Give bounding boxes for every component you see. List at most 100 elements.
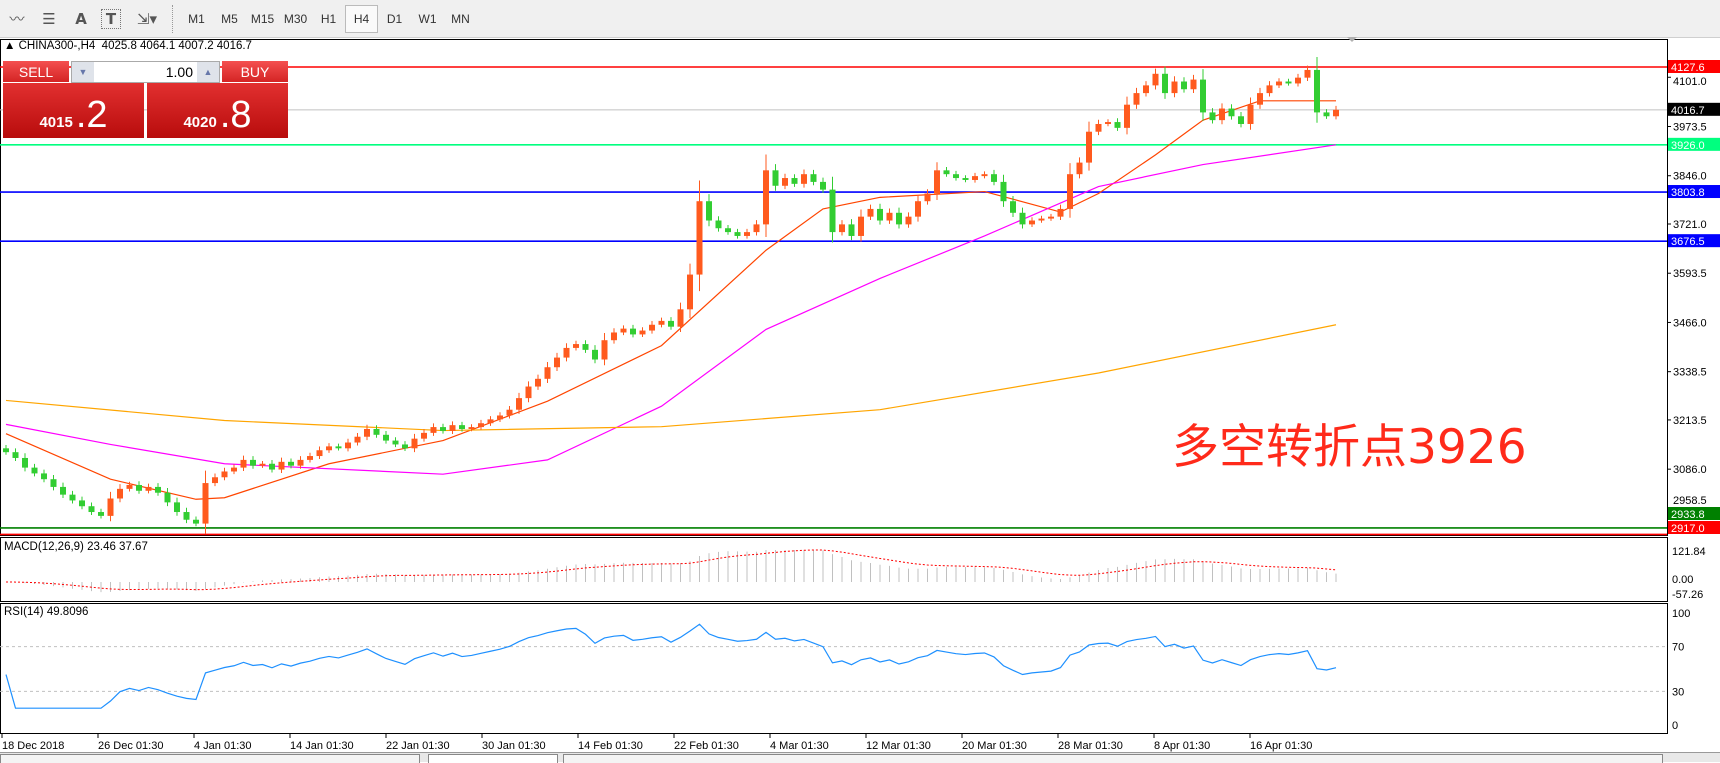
candle-body: [240, 459, 247, 468]
ohlc-values: 4025.8 4064.1 4007.2 4016.7: [101, 40, 252, 52]
text-label-icon[interactable]: T: [101, 8, 121, 29]
candle-body: [1000, 181, 1007, 202]
sell-price-main: 4015: [39, 114, 73, 131]
candle-body: [1285, 81, 1292, 84]
chart-tab[interactable]: [563, 754, 1663, 763]
candle-body: [1200, 79, 1206, 113]
price-tick-label: 3466.0: [1673, 317, 1707, 329]
candle-body: [1333, 109, 1339, 117]
price-tick-label: 4101.0: [1673, 76, 1707, 88]
candle-body: [98, 512, 104, 516]
macd-pane-frame: [0, 537, 1668, 602]
chart-tab-active[interactable]: [428, 754, 558, 763]
candle-body: [145, 486, 152, 491]
price-tick-label: 3213.5: [1673, 415, 1707, 427]
fibonacci-icon[interactable]: ☰: [42, 9, 56, 28]
candle-body: [50, 479, 57, 487]
candle-body: [924, 193, 931, 202]
candle-body: [373, 429, 380, 435]
candle-body: [1171, 81, 1178, 94]
lot-decrease-icon[interactable]: ▼: [72, 62, 94, 82]
candle-body: [468, 427, 475, 430]
price-line-label: 2933.8: [1671, 509, 1705, 521]
timeframe-w1[interactable]: W1: [418, 11, 437, 26]
candle-body: [117, 488, 123, 499]
candle-body: [1057, 208, 1064, 217]
price-chart[interactable]: 4127.6 4101.0 4016.7 3973.5 3926.0 3846.0 3803…: [0, 37, 1720, 752]
candle-body: [392, 440, 399, 445]
candle-body: [354, 436, 361, 443]
buy-price-button[interactable]: 4020.8: [147, 83, 288, 138]
candle-body: [905, 216, 912, 225]
candle-body: [1190, 79, 1197, 90]
timeframe-m30[interactable]: M30: [283, 11, 308, 26]
price-tick-label: 3593.5: [1673, 268, 1707, 280]
timeframe-d1[interactable]: D1: [386, 11, 403, 26]
collapse-triangle-icon[interactable]: ▲: [4, 40, 19, 52]
candle-body: [896, 212, 902, 225]
candle-body: [107, 498, 114, 516]
price-tick-label: 3338.5: [1673, 367, 1707, 379]
time-label: 12 Mar 01:30: [866, 740, 931, 752]
buy-price-fraction: .8: [219, 94, 252, 136]
chart-tabs-bar: [0, 752, 1720, 763]
rsi-tick-label: 30: [1672, 686, 1684, 698]
price-label-box: [1668, 137, 1720, 151]
candle-body: [820, 181, 826, 190]
chart-tab[interactable]: [0, 754, 420, 763]
candle-body: [1314, 69, 1320, 113]
symbol-header: ▲ CHINA300-,H4 4025.8 4064.1 4007.2 4016…: [4, 40, 252, 52]
candle-body: [1295, 77, 1301, 84]
candle-body: [155, 486, 161, 493]
timeframe-m5[interactable]: M5: [221, 11, 238, 26]
shift-marker-icon: [1347, 37, 1357, 42]
timeframe-mn[interactable]: MN: [451, 11, 470, 26]
candle-body: [877, 208, 883, 221]
candle-body: [3, 448, 9, 453]
candle-body: [706, 201, 712, 221]
candle-body: [829, 189, 836, 233]
rsi-label: RSI(14) 49.8096: [4, 606, 89, 618]
candle-body: [1143, 85, 1149, 94]
candle-body: [1114, 122, 1121, 128]
candle-body: [1228, 108, 1235, 117]
candle-body: [1067, 174, 1073, 209]
moving-average-line: [5, 324, 1337, 432]
toolbar: 〰 ☰ A T ⇲▾ M1 M5 M15 M30 H1 H4 D1 W1 MN: [0, 0, 1720, 38]
buy-button[interactable]: BUY: [222, 61, 288, 83]
time-label: 22 Feb 01:30: [674, 740, 739, 752]
candle-body: [12, 452, 19, 458]
candle-body: [278, 461, 285, 470]
candle-body: [1010, 201, 1016, 213]
candle-body: [449, 425, 456, 431]
candle-body: [326, 446, 332, 451]
candle-body: [582, 344, 589, 350]
timeframe-m15[interactable]: M15: [250, 11, 275, 26]
rsi-tick-label: 0: [1672, 720, 1678, 732]
elliott-wave-icon[interactable]: 〰: [9, 10, 25, 28]
timeframe-h1[interactable]: H1: [320, 11, 337, 26]
candle-body: [288, 461, 294, 466]
sell-button[interactable]: SELL: [3, 61, 69, 83]
timeframe-h4[interactable]: H4: [345, 4, 378, 33]
candle-body: [763, 170, 769, 225]
lot-size-input[interactable]: 1.00: [165, 64, 193, 80]
price-line-label: 4016.7: [1671, 105, 1705, 117]
text-icon[interactable]: A: [75, 9, 87, 28]
candle-body: [1257, 93, 1263, 105]
candle-body: [88, 506, 95, 513]
candle-body: [544, 367, 551, 379]
candle-body: [1323, 112, 1330, 117]
candle-body: [1095, 123, 1102, 132]
sell-price-button[interactable]: 4015.2: [3, 83, 144, 138]
arrows-icon[interactable]: ⇲▾: [136, 9, 158, 28]
timeframe-m1[interactable]: M1: [188, 11, 205, 26]
candle-body: [525, 386, 532, 399]
candle-body: [791, 178, 798, 184]
candle-body: [212, 477, 218, 484]
candle-body: [487, 419, 494, 424]
lot-increase-icon[interactable]: ▲: [197, 62, 219, 82]
lot-size-stepper[interactable]: ▼ 1.00 ▲: [71, 61, 220, 83]
rsi-pane-frame: [0, 603, 1668, 734]
